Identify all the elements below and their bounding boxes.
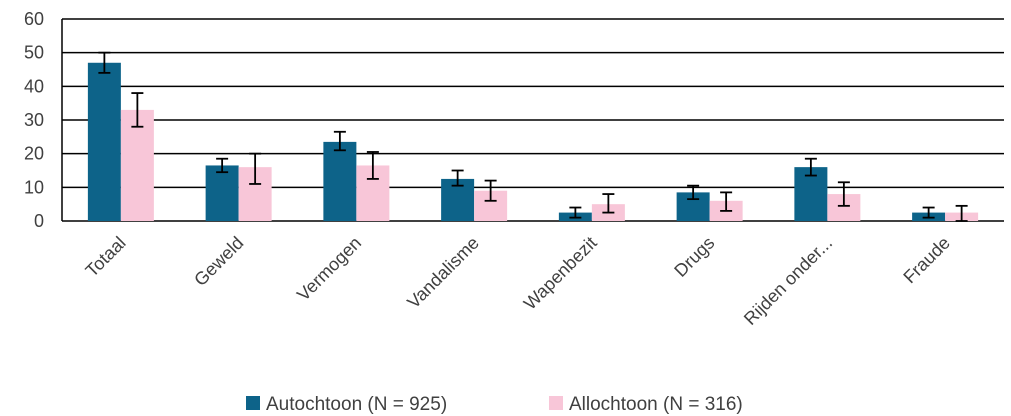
bar-autochtoon (323, 141, 357, 221)
y-tick-label: 20 (24, 144, 44, 164)
error-bar (216, 157, 229, 174)
y-tick-label: 60 (24, 9, 44, 29)
x-category-label: Vandalisme (403, 233, 483, 313)
x-category-label: Wapenbezit (520, 233, 601, 314)
bar-autochtoon (87, 62, 121, 222)
error-bar (837, 181, 850, 207)
error-bar (451, 169, 464, 187)
y-tick-label: 10 (24, 177, 44, 197)
error-bar (366, 151, 379, 180)
x-axis-labels: Totaal Geweld Vermogen Vandalisme Wapenbezit… (82, 233, 954, 329)
error-bar (484, 179, 497, 202)
y-tick-label: 50 (24, 43, 44, 63)
y-axis-ticks: 0 10 20 30 40 50 60 (24, 9, 44, 231)
x-category-label: Totaal (82, 233, 130, 281)
error-bar (131, 92, 144, 128)
error-bar (602, 193, 615, 214)
error-bar (98, 51, 111, 74)
x-category-label: Drugs (670, 233, 718, 281)
legend: Autochtoon (N = 925) Allochtoon (N = 316… (246, 394, 743, 415)
error-bar (333, 130, 346, 152)
error-bar (687, 184, 700, 201)
legend-swatch-autochtoon (246, 396, 260, 410)
legend-label-allochtoon: Allochtoon (N = 316) (569, 394, 743, 415)
error-bar (720, 191, 733, 212)
x-category-label: Rijden onder... (740, 233, 836, 329)
x-category-label: Geweld (190, 233, 247, 290)
x-category-label: Vermogen (293, 233, 365, 305)
bar-autochtoon (205, 165, 239, 221)
gridlines (61, 18, 1004, 222)
y-tick-label: 30 (24, 110, 44, 130)
legend-label-autochtoon: Autochtoon (N = 925) (266, 394, 447, 415)
y-tick-label: 0 (34, 211, 44, 231)
x-category-label: Fraude (899, 233, 953, 287)
legend-swatch-allochtoon (549, 396, 563, 410)
bar-allochtoon (120, 109, 154, 221)
error-bar (569, 206, 582, 219)
error-bar (955, 204, 968, 222)
error-bar (922, 206, 935, 219)
error-bars (98, 51, 968, 222)
y-tick-label: 40 (24, 76, 44, 96)
error-bar (249, 152, 262, 185)
error-bar (804, 157, 817, 177)
